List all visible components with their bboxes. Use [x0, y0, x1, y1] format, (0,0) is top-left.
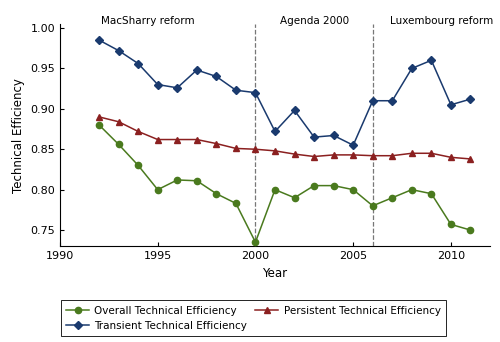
Text: Luxembourg reform: Luxembourg reform — [390, 15, 493, 26]
Text: MacSharry reform: MacSharry reform — [101, 15, 195, 26]
Y-axis label: Technical Efficiency: Technical Efficiency — [12, 78, 25, 193]
Text: Agenda 2000: Agenda 2000 — [280, 15, 348, 26]
X-axis label: Year: Year — [262, 267, 287, 280]
Legend: Overall Technical Efficiency, Transient Technical Efficiency, Persistent Technic: Overall Technical Efficiency, Transient … — [61, 300, 446, 336]
